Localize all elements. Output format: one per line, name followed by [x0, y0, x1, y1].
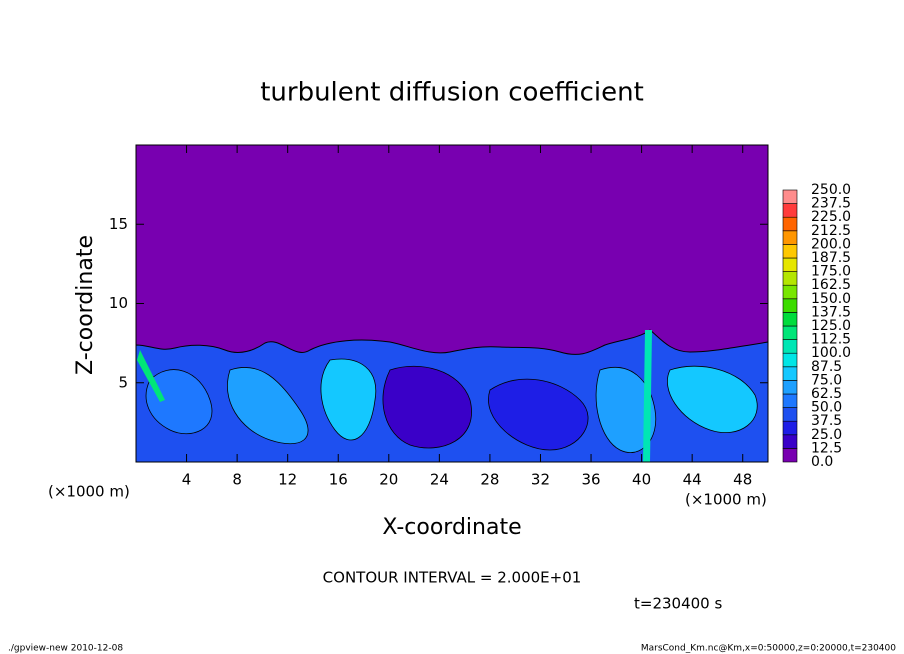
x-tick-label: 16: [329, 471, 348, 489]
field-region: [667, 365, 758, 433]
colorbar-label: 125.0: [811, 318, 851, 334]
colorbar-label: 137.5: [811, 304, 851, 320]
colorbar-label: 50.0: [811, 400, 842, 416]
y-axis-label: Z-coordinate: [73, 235, 98, 375]
colorbar-cell: [782, 257, 798, 272]
y-axis-unit: (×1000 m): [48, 483, 130, 501]
y-tick-label: 15: [109, 215, 128, 233]
colorbar-cell: [782, 407, 798, 422]
x-axis-label: X-coordinate: [382, 515, 521, 540]
field-region: [145, 369, 213, 434]
colorbar-label: 237.5: [811, 196, 851, 212]
x-tick-label: 20: [379, 471, 398, 489]
colorbar-label: 250.0: [811, 182, 851, 198]
colorbar-label: 100.0: [811, 345, 851, 361]
field-region: [137, 350, 165, 402]
colorbar-cell: [782, 244, 798, 259]
field-region: [320, 358, 377, 441]
footer-left: ./gpview-new 2010-12-08: [8, 644, 123, 654]
plot-area: [135, 144, 769, 463]
y-tick-label: 10: [109, 294, 128, 312]
colorbar-cell: [782, 298, 798, 313]
colorbar-label: 212.5: [811, 223, 851, 239]
colorbar-label: 25.0: [811, 427, 842, 443]
colorbar-label: 225.0: [811, 209, 851, 225]
x-tick-label: 32: [531, 471, 550, 489]
colorbar-cell: [782, 230, 798, 245]
y-tick-label: 5: [118, 373, 128, 391]
colorbar-cell: [782, 352, 798, 368]
colorbar-label: 62.5: [811, 386, 842, 402]
colorbar-label: 112.5: [811, 332, 851, 348]
field-region: [227, 367, 309, 444]
colorbar-cell: [782, 325, 798, 340]
time-label: t=230400 s: [634, 595, 722, 613]
colorbar-label: 37.5: [811, 413, 842, 429]
field-region: [382, 365, 472, 449]
x-tick-label: 40: [632, 471, 651, 489]
colorbar-cell: [782, 312, 798, 327]
x-tick-label: 36: [581, 471, 600, 489]
colorbar-label: 0.0: [811, 454, 833, 470]
colorbar-label: 12.5: [811, 440, 842, 456]
field-region: [488, 378, 589, 451]
colorbar-label: 200.0: [811, 236, 851, 252]
x-axis-unit: (×1000 m): [685, 491, 767, 509]
x-tick-label: 8: [232, 471, 242, 489]
x-tick-label: 48: [733, 471, 752, 489]
colorbar-label: 187.5: [811, 250, 851, 266]
footer-right: MarsCond_Km.nc@Km,x=0:50000,z=0:20000,t=…: [641, 644, 896, 654]
colorbar-cell: [782, 216, 798, 232]
colorbar-cell: [782, 284, 798, 300]
x-tick-label: 44: [683, 471, 702, 489]
colorbar-label: 150.0: [811, 291, 851, 307]
colorbar-cell: [782, 448, 798, 463]
colorbar-label: 175.0: [811, 264, 851, 280]
x-tick-label: 24: [430, 471, 449, 489]
colorbar-cell: [782, 380, 798, 395]
colorbar-cell: [782, 366, 798, 381]
chart-title: turbulent diffusion coefficient: [260, 78, 644, 108]
colorbar-cell: [782, 393, 798, 408]
contour-interval: CONTOUR INTERVAL = 2.000E+01: [323, 569, 582, 587]
colorbar-label: 87.5: [811, 359, 842, 375]
x-tick-label: 28: [480, 471, 499, 489]
colorbar-label: 162.5: [811, 277, 851, 293]
colorbar-cell: [782, 434, 798, 449]
colorbar-cell: [782, 339, 798, 354]
x-tick-label: 12: [278, 471, 297, 489]
colorbar-cell: [782, 203, 798, 218]
x-tick-label: 4: [182, 471, 192, 489]
colorbar-label: 75.0: [811, 372, 842, 388]
colorbar-cell: [782, 420, 798, 436]
field-region: [643, 330, 652, 462]
colorbar-cell: [782, 189, 798, 204]
colorbar-cell: [782, 271, 798, 286]
